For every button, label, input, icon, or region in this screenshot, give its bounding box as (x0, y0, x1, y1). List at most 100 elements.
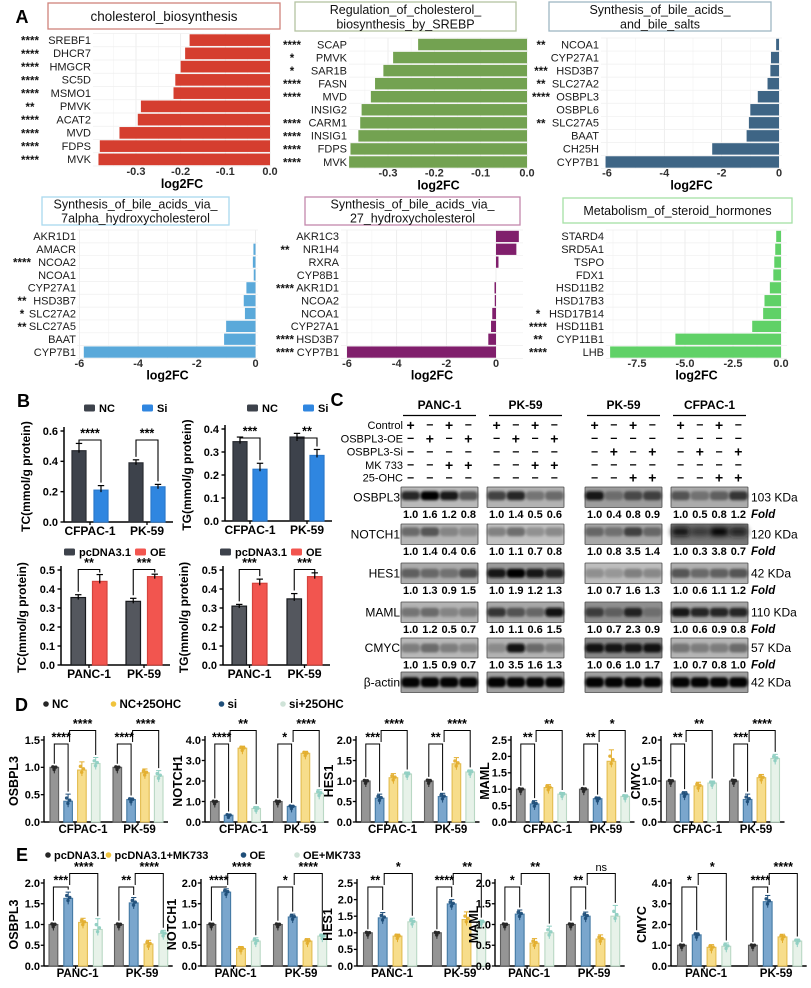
svg-text:+: + (715, 417, 723, 433)
svg-text:2.0: 2.0 (186, 776, 201, 788)
svg-text:2.0: 2.0 (652, 919, 667, 931)
svg-text:MVK: MVK (323, 157, 348, 169)
svg-text:PK-59: PK-59 (290, 523, 324, 537)
svg-text:0.8: 0.8 (461, 509, 476, 521)
svg-text:log2FC: log2FC (417, 179, 459, 193)
svg-text:TC(mmol/g protein): TC(mmol/g protein) (15, 562, 29, 673)
svg-text:HSD3B7: HSD3B7 (296, 334, 339, 346)
svg-text:Metabolism_of_steroid_hormones: Metabolism_of_steroid_hormones (583, 204, 771, 218)
svg-text:0.7: 0.7 (606, 585, 621, 597)
svg-text:–: – (696, 458, 703, 472)
svg-text:0: 0 (252, 358, 258, 370)
svg-text:****: **** (435, 874, 455, 888)
svg-text:SLC27A2: SLC27A2 (552, 78, 599, 90)
svg-text:1.2: 1.2 (441, 509, 456, 521)
svg-text:CFPAC-1: CFPAC-1 (224, 523, 275, 537)
svg-text:1.7: 1.7 (645, 660, 660, 672)
svg-text:MVD: MVD (323, 92, 348, 104)
svg-text:0.6: 0.6 (547, 509, 562, 521)
svg-text:0.0: 0.0 (25, 817, 40, 829)
svg-text:–: – (407, 431, 414, 445)
svg-text:+: + (629, 417, 637, 433)
svg-text:AMACR: AMACR (36, 244, 76, 256)
svg-text:0.0: 0.0 (519, 168, 534, 180)
svg-text:2.5: 2.5 (492, 735, 507, 747)
svg-text:**: ** (530, 860, 540, 874)
svg-text:-6: -6 (342, 358, 352, 370)
svg-text:+: + (493, 417, 501, 433)
svg-text:**: ** (18, 296, 27, 308)
svg-text:*: * (290, 66, 295, 78)
svg-text:0.1: 0.1 (40, 641, 55, 653)
svg-text:PANC-1: PANC-1 (508, 968, 551, 980)
svg-text:SLC27A5: SLC27A5 (552, 118, 599, 130)
svg-text:**: ** (84, 556, 94, 570)
svg-text:–: – (649, 431, 656, 445)
svg-text:0.9: 0.9 (645, 509, 660, 521)
svg-text:**: ** (537, 79, 546, 91)
svg-text:1.0: 1.0 (337, 776, 352, 788)
svg-text:PANC-1: PANC-1 (418, 398, 462, 412)
svg-text:1.0: 1.0 (25, 919, 40, 931)
svg-text:–: – (610, 431, 617, 445)
svg-text:–: – (493, 470, 500, 484)
svg-text:PANC-1: PANC-1 (67, 667, 111, 681)
svg-text:–: – (696, 431, 703, 445)
svg-text:CYP27A1: CYP27A1 (291, 321, 339, 333)
svg-text:HES1: HES1 (321, 908, 335, 941)
svg-text:–: – (591, 470, 598, 484)
svg-text:****: **** (80, 427, 100, 441)
svg-text:0.6: 0.6 (692, 585, 707, 597)
svg-text:AKR1C3: AKR1C3 (296, 231, 339, 243)
svg-text:0.2: 0.2 (202, 622, 217, 634)
svg-text:TG(mmol/g protein): TG(mmol/g protein) (177, 562, 191, 673)
svg-text:****: **** (283, 92, 301, 104)
svg-text:1.1: 1.1 (711, 585, 726, 597)
svg-text:Synthesis_of_bile_acids_via_: Synthesis_of_bile_acids_via_ (331, 198, 496, 212)
svg-text:1.0: 1.0 (673, 624, 688, 636)
svg-text:1.0: 1.0 (186, 796, 201, 808)
svg-text:BAAT: BAAT (571, 131, 599, 143)
svg-text:PK-59: PK-59 (760, 968, 793, 980)
svg-text:0.6: 0.6 (43, 426, 58, 438)
svg-text:0.5: 0.5 (441, 624, 456, 636)
svg-text:SLC27A5: SLC27A5 (29, 321, 76, 333)
svg-text:–: – (512, 458, 519, 472)
svg-text:0.8: 0.8 (731, 624, 746, 636)
svg-text:0.5: 0.5 (202, 565, 217, 577)
svg-text:3.0: 3.0 (652, 899, 667, 911)
svg-text:1.0: 1.0 (731, 660, 746, 672)
svg-text:0.0: 0.0 (40, 660, 55, 672)
svg-text:0.4: 0.4 (441, 546, 457, 558)
svg-text:Synthesis_of_bile_acids_: Synthesis_of_bile_acids_ (589, 3, 731, 17)
svg-text:***: *** (243, 425, 258, 439)
svg-text:CYP27A1: CYP27A1 (28, 283, 76, 295)
svg-text:CFPAC-1: CFPAC-1 (59, 824, 109, 836)
svg-text:0.4: 0.4 (204, 424, 220, 436)
svg-text:***: *** (297, 556, 312, 570)
svg-text:OSBPL6: OSBPL6 (556, 105, 599, 117)
svg-text:BAAT: BAAT (48, 334, 76, 346)
svg-text:3.5: 3.5 (508, 660, 523, 672)
svg-text:****: **** (283, 118, 301, 130)
svg-text:CMYC: CMYC (635, 906, 649, 943)
svg-text:****: **** (283, 144, 301, 156)
svg-text:MK 733: MK 733 (365, 460, 403, 472)
svg-text:and_bile_salts: and_bile_salts (620, 17, 700, 31)
svg-text:+: + (531, 417, 539, 433)
svg-text:–: – (610, 458, 617, 472)
svg-text:**: ** (281, 245, 290, 257)
svg-text:NCOA1: NCOA1 (301, 308, 339, 320)
svg-text:*: * (710, 860, 715, 874)
svg-text:CH25H: CH25H (563, 144, 599, 156)
svg-text:1.0: 1.0 (673, 509, 688, 521)
svg-text:–: – (426, 444, 433, 458)
svg-text:****: **** (21, 36, 39, 48)
svg-text:7alpha_hydroxycholesterol: 7alpha_hydroxycholesterol (61, 212, 210, 226)
svg-text:CYP7B1: CYP7B1 (34, 347, 76, 359)
svg-text:0.5: 0.5 (337, 796, 352, 808)
svg-text:–: – (407, 470, 414, 484)
svg-text:+: + (648, 444, 656, 460)
svg-text:INSIG1: INSIG1 (311, 131, 347, 143)
svg-text:pcDNA3.1: pcDNA3.1 (79, 547, 131, 559)
